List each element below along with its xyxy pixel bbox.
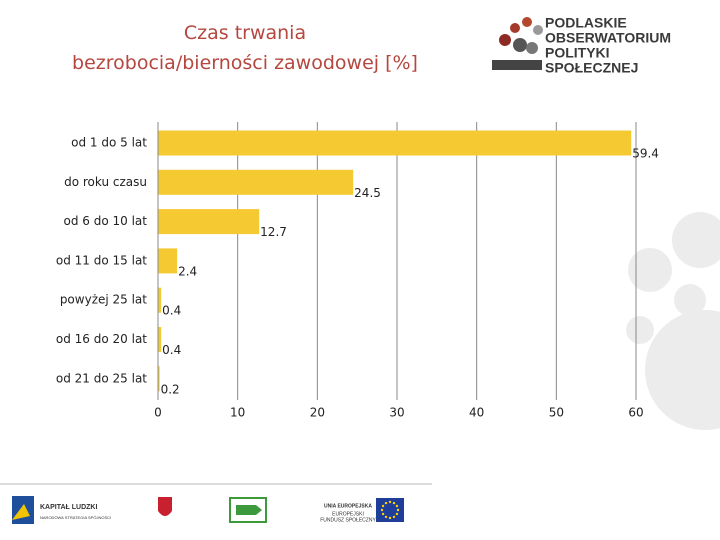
logo-text: KAPITAŁ LUDZKI [40,504,97,511]
x-tick-label: 40 [469,406,484,420]
bar [158,169,354,195]
eu-star [388,516,392,520]
y-tick-label: od 16 do 20 lat [56,332,147,346]
value-label: 0.4 [162,343,181,357]
eu-star [392,515,396,519]
bar [158,209,260,235]
value-label: 0.2 [161,382,180,396]
eu-star [384,515,388,519]
green-arrow [236,505,262,515]
x-tick-label: 30 [389,406,404,420]
x-tick-label: 0 [154,406,162,420]
value-label: 2.4 [178,264,197,278]
x-tick-label: 10 [230,406,245,420]
y-tick-label: od 1 do 5 lat [71,136,147,150]
decoration [626,212,720,430]
y-tick-label: do roku czasu [64,175,147,189]
logo-text: OBSERWATORIUM [545,30,671,46]
kl-star [12,504,30,520]
logo-text: PODLASKIE [545,15,627,31]
logo-text: POLITYKI [545,45,610,61]
eu-star [381,512,385,516]
x-tick-label: 50 [549,406,564,420]
crest [158,497,172,516]
value-label: 0.4 [162,304,181,318]
x-tick-label: 20 [310,406,325,420]
bar [158,287,162,313]
eu-star [395,504,399,508]
bar [158,327,162,352]
logo-text: FUNDUSZ SPOŁECZNY [320,517,376,523]
eu-star [395,512,399,516]
logo-text: SPOŁECZNEJ [545,60,638,76]
value-label: 12.7 [260,225,287,239]
chart-title: Czas trwania bezrobocia/bierności zawodo… [72,22,418,74]
bar [158,130,632,156]
top-logo-icon [492,17,543,70]
eu-star [380,508,384,512]
logo-text: EUROPEJSKI [332,511,364,517]
logo-text: UNIA EUROPEJSKA [324,503,372,509]
y-tick-label: od 11 do 15 lat [56,253,147,267]
y-tick-label: od 21 do 25 lat [56,371,147,385]
eu-star [396,508,400,512]
value-label: 24.5 [354,186,381,200]
bar [158,248,178,274]
x-tick-label: 60 [628,406,643,420]
eu-star [392,501,396,505]
eu-star [381,504,385,508]
logo-text: NARODOWA STRATEGIA SPÓJNOŚCI [40,515,111,520]
eu-star [388,500,392,504]
value-label: 59.4 [632,147,659,161]
y-tick-label: powyżej 25 lat [60,293,147,307]
eu-star [384,501,388,505]
y-tick-label: od 6 do 10 lat [64,214,148,228]
bar [158,366,160,392]
